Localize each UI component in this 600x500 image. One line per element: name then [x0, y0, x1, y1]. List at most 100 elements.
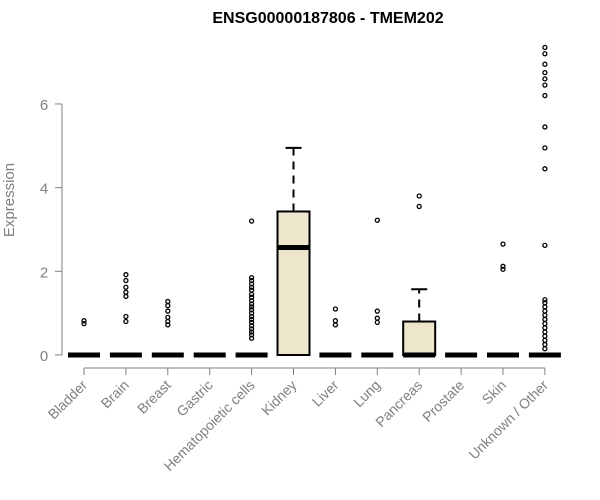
outlier-point: [123, 318, 129, 325]
outlier-point: [332, 306, 339, 312]
outlier-point: [542, 242, 548, 249]
outlier-point: [248, 323, 255, 329]
y-tick-label: 6: [40, 97, 48, 114]
outlier-point: [123, 313, 129, 320]
outlier-point: [542, 308, 548, 314]
outlier-point: [248, 332, 255, 338]
box-group-kidney: [276, 146, 311, 356]
box-group-pancreas: [402, 193, 437, 358]
x-tick-label: Liver: [309, 377, 342, 410]
box-group-breast: [151, 298, 184, 358]
y-tick-label: 2: [40, 264, 48, 281]
outlier-point: [500, 263, 506, 269]
x-tick-label: Breast: [134, 377, 174, 417]
box-group-skin: [487, 241, 519, 358]
outlier-point: [542, 304, 548, 310]
outlier-point: [542, 297, 548, 303]
outlier-point: [542, 325, 548, 331]
outlier-point: [374, 319, 380, 326]
chart-title: ENSG00000187806 - TMEM202: [212, 10, 443, 27]
y-tick-label: 0: [40, 348, 48, 365]
box-group-lung: [361, 217, 394, 358]
outlier-point: [248, 281, 255, 287]
outlier-point: [81, 320, 87, 327]
outlier-point: [542, 76, 548, 82]
box-group-unknown-other: [528, 44, 561, 358]
y-axis-label: Expression: [1, 163, 18, 237]
outlier-point: [248, 287, 255, 293]
outlier-point: [165, 314, 171, 320]
outlier-point: [248, 284, 255, 290]
outlier-point: [542, 145, 548, 151]
outlier-point: [332, 318, 339, 324]
x-tick-label: Skin: [479, 377, 510, 408]
outlier-point: [542, 329, 548, 335]
outlier-point: [542, 166, 548, 172]
outlier-point: [248, 291, 255, 297]
outlier-point: [165, 322, 171, 328]
outlier-point: [542, 333, 548, 339]
outlier-point: [248, 304, 255, 310]
outlier-point: [81, 318, 87, 324]
outlier-point: [248, 329, 255, 335]
outlier-point: [248, 313, 255, 320]
outlier-point: [248, 301, 255, 307]
outlier-point: [542, 320, 548, 327]
outlier-point: [542, 92, 548, 99]
outlier-point: [123, 293, 129, 300]
outlier-point: [542, 337, 548, 344]
outlier-point: [248, 274, 255, 281]
outlier-point: [542, 312, 548, 318]
outlier-point: [416, 193, 422, 199]
outlier-point: [248, 319, 255, 326]
box: [276, 210, 311, 356]
outlier-point: [123, 272, 129, 278]
x-tick-label: Unknown / Other: [465, 377, 551, 463]
y-axis: 0 2 4 6: [40, 97, 63, 365]
outlier-point: [165, 308, 171, 314]
outlier-point: [248, 294, 255, 300]
outlier-point: [542, 61, 548, 67]
outlier-point: [165, 298, 171, 305]
outlier-point: [542, 51, 548, 57]
outlier-point: [123, 289, 129, 295]
outlier-point: [374, 217, 380, 223]
outlier-point: [248, 335, 255, 341]
box-group-brain: [109, 272, 142, 358]
box-group-liver: [319, 306, 352, 358]
outlier-point: [248, 277, 255, 284]
outlier-point: [374, 308, 380, 314]
x-tick-label: Brain: [98, 377, 132, 411]
outlier-point: [123, 284, 129, 290]
outlier-point: [542, 316, 548, 323]
box-plot-series: [68, 44, 561, 358]
outlier-point: [332, 322, 339, 328]
box-group-hematopoietic-cells: [235, 218, 268, 358]
outlier-point: [542, 69, 548, 76]
outlier-point: [248, 307, 255, 313]
outlier-point: [500, 241, 506, 247]
x-tick-label: Prostate: [419, 377, 467, 425]
outlier-point: [248, 218, 255, 224]
x-tick-label: Kidney: [258, 377, 300, 419]
outlier-point: [123, 277, 129, 284]
x-tick-label: Bladder: [45, 377, 91, 423]
outlier-point: [542, 44, 548, 51]
outlier-point: [165, 318, 171, 325]
outlier-point: [248, 297, 255, 304]
outlier-point: [542, 346, 548, 352]
outlier-point: [248, 326, 255, 332]
y-tick-label: 4: [40, 181, 48, 198]
outlier-point: [248, 316, 255, 323]
outlier-point: [542, 300, 548, 306]
x-tick-label: Pancreas: [372, 377, 425, 430]
outlier-point: [165, 302, 171, 309]
x-tick-label: Lung: [350, 377, 383, 410]
outlier-point: [542, 124, 548, 130]
outlier-point: [248, 310, 255, 316]
outlier-point: [542, 82, 548, 88]
outlier-point: [500, 266, 506, 272]
outlier-point: [416, 203, 422, 210]
